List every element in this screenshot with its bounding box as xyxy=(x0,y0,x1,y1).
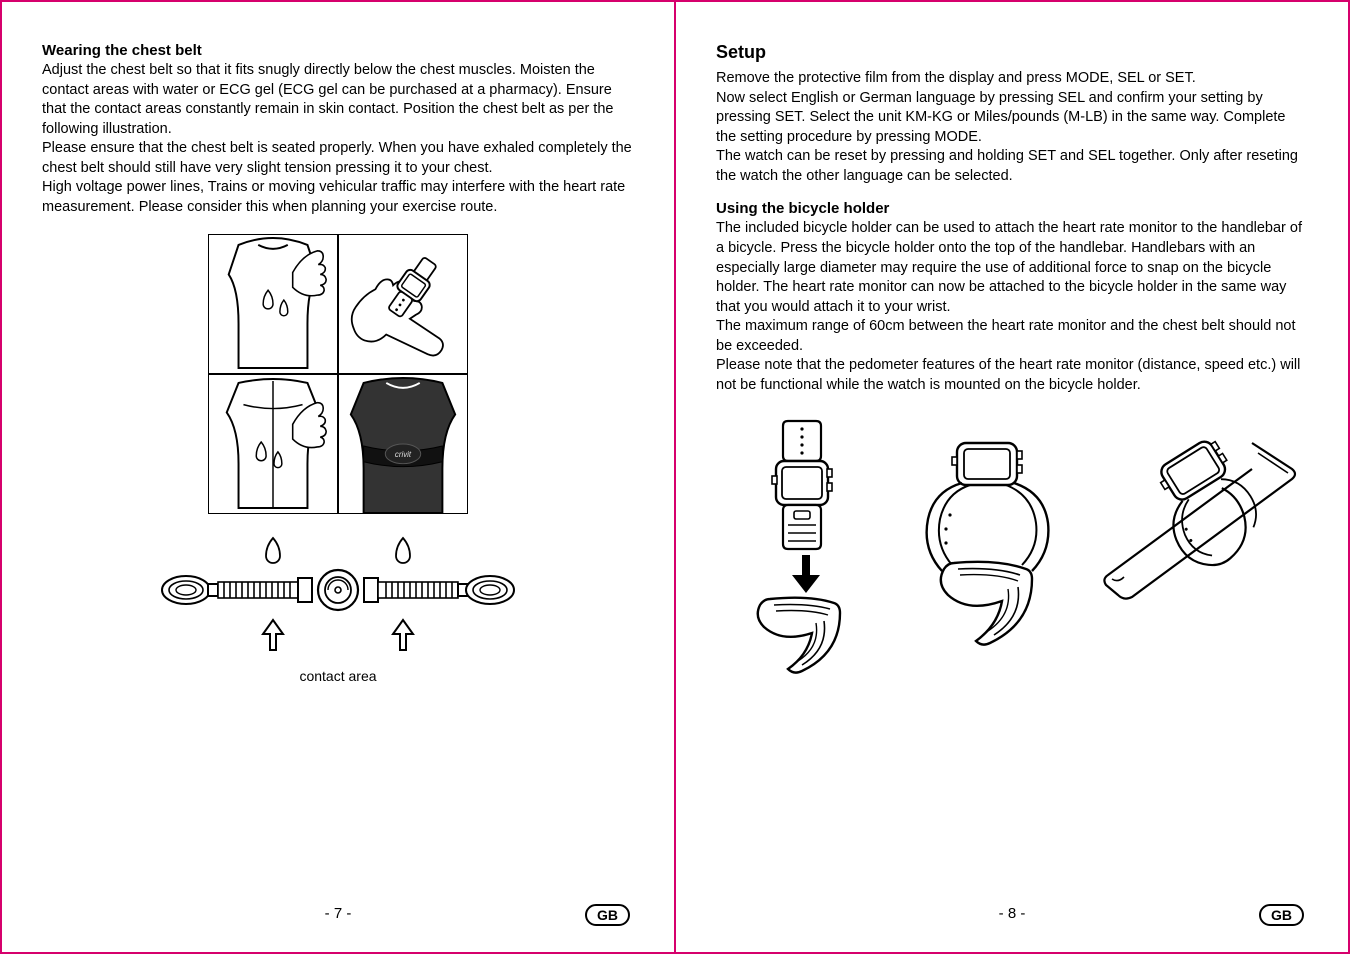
page-7: Wearing the chest belt Adjust the chest … xyxy=(0,0,675,954)
para: The watch can be reset by pressing and h… xyxy=(716,147,1308,186)
para: The maximum range of 60cm between the he… xyxy=(716,317,1308,356)
bike-step-2 xyxy=(902,413,1082,683)
bike-step-1 xyxy=(722,413,882,683)
para: Please ensure that the chest belt is sea… xyxy=(42,139,634,178)
brand-label: crivit xyxy=(395,449,412,458)
para: Remove the protective film from the disp… xyxy=(716,69,1308,89)
torso-wearing-belt: crivit xyxy=(338,374,468,514)
torso-moisten-back xyxy=(208,374,338,514)
page-number: - 8 - xyxy=(676,905,1348,922)
belt-strap-diagram xyxy=(158,532,518,662)
para: The included bicycle holder can be used … xyxy=(716,219,1308,317)
torso-moisten-front xyxy=(208,234,338,374)
heading-wearing-chest-belt: Wearing the chest belt xyxy=(42,42,634,59)
page-number: - 7 - xyxy=(2,905,674,922)
heading-setup: Setup xyxy=(716,42,1308,63)
para: Now select English or German language by… xyxy=(716,89,1308,148)
page-8: Setup Remove the protective film from th… xyxy=(675,0,1350,954)
bike-step-3 xyxy=(1102,413,1302,683)
para: High voltage power lines, Trains or movi… xyxy=(42,178,634,217)
contact-area-label: contact area xyxy=(299,668,376,684)
bicycle-holder-illustration xyxy=(716,413,1308,683)
para: Adjust the chest belt so that it fits sn… xyxy=(42,61,634,139)
gb-badge: GB xyxy=(1259,904,1304,926)
heading-bicycle-holder: Using the bicycle holder xyxy=(716,200,1308,217)
gb-badge: GB xyxy=(585,904,630,926)
torso-grid: crivit xyxy=(208,234,468,514)
para: Please note that the pedometer features … xyxy=(716,356,1308,395)
chest-belt-illustration: crivit xyxy=(42,234,634,684)
torso-hold-watch xyxy=(338,234,468,374)
